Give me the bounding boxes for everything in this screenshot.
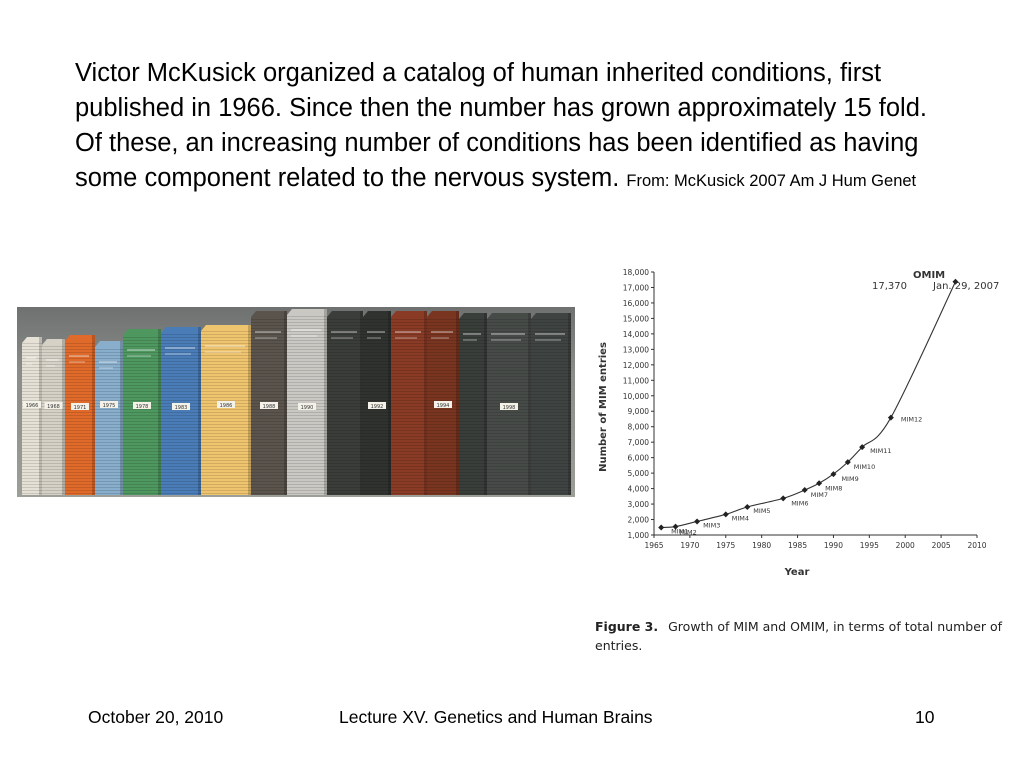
data-point-marker <box>952 278 959 285</box>
y-tick-label: 16,000 <box>623 299 649 308</box>
data-point-marker <box>816 480 823 487</box>
data-point-label: MIM6 <box>791 499 808 507</box>
data-point-marker <box>887 414 894 421</box>
y-tick-label: 2,000 <box>628 516 650 525</box>
spine-year-label: 1968 <box>47 404 60 410</box>
data-point-marker <box>844 459 851 466</box>
data-point-label: MIM7 <box>811 491 828 499</box>
data-point-marker <box>658 524 665 531</box>
data-point-marker <box>780 495 787 502</box>
y-tick-label: 10,000 <box>623 392 649 401</box>
data-point-label: MIM4 <box>732 514 749 522</box>
data-point-label: MIM1 <box>671 527 688 535</box>
y-tick-label: 3,000 <box>628 500 650 509</box>
spine-year-label: 1998 <box>503 405 516 411</box>
data-point-marker <box>744 503 751 510</box>
book-spine <box>459 313 487 495</box>
spine-year-label: 1990 <box>301 405 314 411</box>
book-spine: 1975 <box>95 341 123 495</box>
data-point-marker <box>801 487 808 494</box>
x-tick-label: 1970 <box>680 541 699 550</box>
book-spine: 1966 <box>22 337 42 495</box>
omim-last-date: Jan. 29, 2007 <box>932 281 999 292</box>
data-point-label: MIM5 <box>753 507 770 515</box>
mim-series-line <box>661 281 956 529</box>
data-point-marker <box>672 523 679 530</box>
y-tick-label: 12,000 <box>623 361 649 370</box>
book-spine <box>327 311 363 495</box>
x-tick-label: 1995 <box>860 541 879 550</box>
x-tick-label: 1985 <box>788 541 807 550</box>
y-tick-label: 18,000 <box>623 268 649 277</box>
x-tick-label: 1990 <box>824 541 843 550</box>
book-spine: 1968 <box>42 339 65 495</box>
book-spine: 1983 <box>161 327 201 495</box>
y-tick-label: 1,000 <box>628 531 650 540</box>
book-spine: 1988 <box>251 311 287 495</box>
data-point-label: MIM11 <box>870 447 891 455</box>
spine-year-label: 1986 <box>220 403 233 409</box>
data-point-label: MIM10 <box>854 463 875 471</box>
y-tick-label: 4,000 <box>628 485 650 494</box>
book-spine: 1994 <box>427 311 459 495</box>
source-citation: From: McKusick 2007 Am J Hum Genet <box>626 172 917 190</box>
data-point-marker <box>859 444 866 451</box>
data-point-marker <box>830 471 837 478</box>
spine-year-label: 1978 <box>136 404 149 410</box>
y-tick-label: 6,000 <box>628 454 650 463</box>
data-point-marker <box>694 518 701 525</box>
chart-xlabel: Year <box>784 567 810 578</box>
footer-date: October 20, 2010 <box>88 707 224 727</box>
mim-growth-chart: 1,000 2,000 3,000 4,000 5,000 6,000 7,000 8,000… <box>598 268 999 578</box>
y-tick-label: 17,000 <box>623 283 649 292</box>
mim-books-photo: 1966 1968 1971 1975 1978 1983 1986 1988 1990 1992… <box>17 307 575 497</box>
x-tick-label: 1965 <box>644 541 663 550</box>
omim-last-value: 17,370 <box>872 281 907 292</box>
data-point-label: MIM2 <box>680 529 697 537</box>
chart-ylabel: Number of MIM entries <box>598 342 609 472</box>
slide-body-text: Victor McKusick organized a catalog of h… <box>75 56 955 199</box>
data-point-label: MIM9 <box>841 475 858 483</box>
spine-year-label: 1988 <box>263 404 276 410</box>
x-tick-label: 1975 <box>716 541 735 550</box>
y-tick-label: 5,000 <box>628 469 650 478</box>
y-tick-label: 15,000 <box>623 314 649 323</box>
y-tick-label: 8,000 <box>628 423 650 432</box>
x-tick-label: 1980 <box>752 541 771 550</box>
spine-year-label: 1983 <box>175 405 188 411</box>
x-tick-label: 2000 <box>896 541 915 550</box>
book-spine: 1971 <box>65 335 95 495</box>
y-tick-label: 9,000 <box>628 407 650 416</box>
spine-year-label: 1994 <box>437 403 450 409</box>
data-point-label: MIM3 <box>703 521 720 529</box>
omim-series-label: OMIM <box>913 270 945 281</box>
data-point-label: MIM8 <box>825 484 842 492</box>
body-paragraph: Victor McKusick organized a catalog of h… <box>75 59 927 192</box>
figure-caption-text: Growth of MIM and OMIM, in terms of tota… <box>595 619 1003 653</box>
footer-title: Lecture XV. Genetics and Human Brains <box>339 707 653 727</box>
slide-number: 10 <box>915 707 935 727</box>
data-point-marker <box>722 511 729 518</box>
book-spine: 1998 <box>487 313 531 495</box>
book-spine: 1990 <box>287 309 327 495</box>
book-spine: 1978 <box>123 329 161 495</box>
y-tick-label: 14,000 <box>623 330 649 339</box>
figure-label: Figure 3. <box>595 619 659 634</box>
book-spine <box>531 313 571 495</box>
spine-year-label: 1992 <box>371 404 384 410</box>
book-spine <box>391 311 427 495</box>
spine-year-label: 1975 <box>103 403 116 409</box>
book-spine: 1986 <box>201 325 251 495</box>
x-tick-label: 2010 <box>967 541 986 550</box>
y-tick-label: 7,000 <box>628 438 650 447</box>
book-spine: 1992 <box>363 311 391 495</box>
spine-year-label: 1966 <box>26 403 39 409</box>
x-tick-label: 2005 <box>932 541 951 550</box>
spine-year-label: 1971 <box>74 405 87 411</box>
y-tick-label: 13,000 <box>623 345 649 354</box>
figure-caption: Figure 3. Growth of MIM and OMIM, in term… <box>595 617 1005 655</box>
y-tick-label: 11,000 <box>623 376 649 385</box>
data-point-label: MIM12 <box>901 416 922 424</box>
